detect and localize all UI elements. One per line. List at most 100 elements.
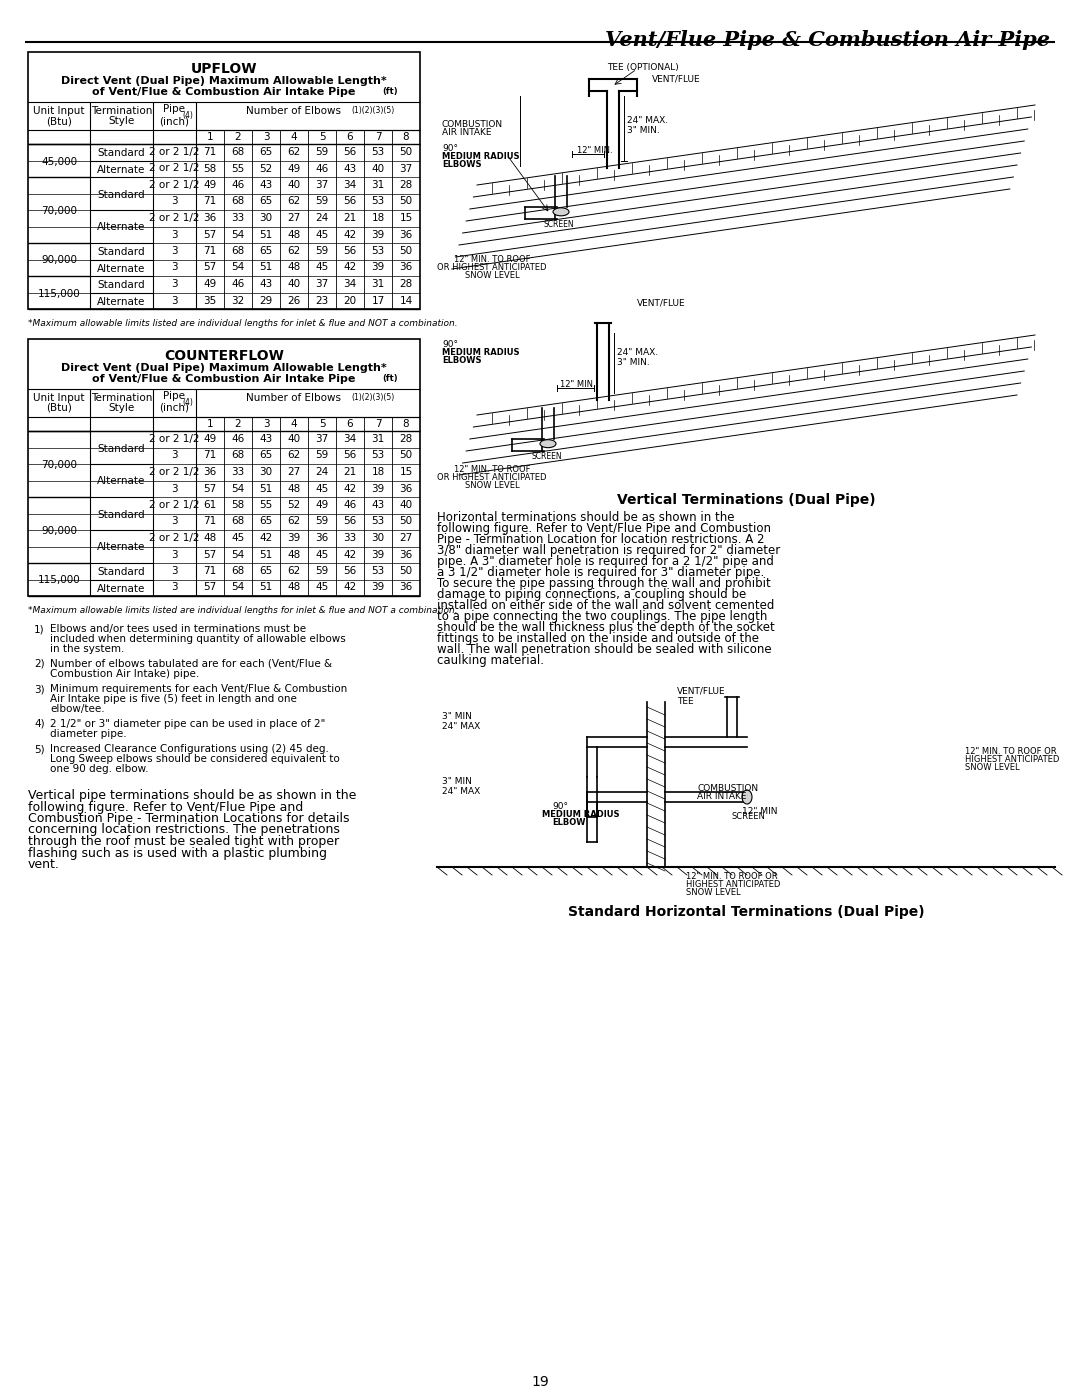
Text: 90°: 90°	[552, 802, 568, 812]
Text: 32: 32	[231, 296, 245, 306]
Text: Standard: Standard	[97, 148, 146, 158]
Text: 68: 68	[231, 197, 245, 207]
Text: 8: 8	[403, 131, 409, 142]
Text: 65: 65	[259, 517, 272, 527]
Text: 59: 59	[315, 517, 328, 527]
Text: 56: 56	[343, 566, 356, 576]
Text: 2 or 2 1/2: 2 or 2 1/2	[149, 163, 200, 173]
Text: 90°: 90°	[442, 144, 458, 154]
Text: OR HIGHEST ANTICIPATED: OR HIGHEST ANTICIPATED	[437, 263, 546, 272]
Text: 53: 53	[372, 197, 384, 207]
Text: 2 or 2 1/2: 2 or 2 1/2	[149, 147, 200, 156]
Text: 2 or 2 1/2: 2 or 2 1/2	[149, 180, 200, 190]
Text: 18: 18	[372, 212, 384, 224]
Text: 12" MIN. TO ROOF OR: 12" MIN. TO ROOF OR	[686, 872, 778, 882]
Text: 65: 65	[259, 450, 272, 461]
Text: 1): 1)	[33, 624, 44, 634]
Text: 53: 53	[372, 566, 384, 576]
Text: 12" MIN: 12" MIN	[742, 807, 778, 816]
Text: 90°: 90°	[442, 339, 458, 349]
Text: 36: 36	[400, 263, 413, 272]
Text: diameter pipe.: diameter pipe.	[50, 729, 126, 739]
Text: 50: 50	[400, 450, 413, 461]
Text: 54: 54	[231, 549, 245, 560]
Text: included when determining quantity of allowable elbows: included when determining quantity of al…	[50, 634, 346, 644]
Text: Unit Input: Unit Input	[33, 393, 84, 402]
Text: 29: 29	[259, 296, 272, 306]
Text: installed on either side of the wall and solvent cemented: installed on either side of the wall and…	[437, 599, 774, 612]
Text: MEDIUM RADIUS: MEDIUM RADIUS	[542, 810, 620, 819]
Text: MEDIUM RADIUS: MEDIUM RADIUS	[442, 152, 519, 161]
Text: 59: 59	[315, 566, 328, 576]
Text: 51: 51	[259, 229, 272, 239]
Text: ELBOW: ELBOW	[552, 819, 585, 827]
Text: 43: 43	[259, 434, 272, 444]
Text: COMBUSTION: COMBUSTION	[697, 784, 758, 793]
Text: 42: 42	[343, 583, 356, 592]
Text: Standard: Standard	[97, 443, 146, 454]
Text: 40: 40	[287, 279, 300, 289]
Text: (inch): (inch)	[160, 402, 189, 414]
Text: 17: 17	[372, 296, 384, 306]
Text: a 3 1/2" diameter hole is required for 3" diameter pipe.: a 3 1/2" diameter hole is required for 3…	[437, 566, 765, 578]
Text: (Btu): (Btu)	[46, 116, 72, 126]
Text: 3" MIN: 3" MIN	[442, 712, 472, 721]
Text: 46: 46	[315, 163, 328, 173]
Text: Style: Style	[108, 116, 135, 126]
Text: elbow/tee.: elbow/tee.	[50, 704, 105, 714]
Text: OR HIGHEST ANTICIPATED: OR HIGHEST ANTICIPATED	[437, 474, 546, 482]
Text: HIGHEST ANTICIPATED: HIGHEST ANTICIPATED	[966, 754, 1059, 764]
Text: 68: 68	[231, 246, 245, 256]
Text: 12" MIN.: 12" MIN.	[561, 380, 596, 388]
Text: Alternate: Alternate	[97, 264, 146, 274]
Text: 57: 57	[203, 583, 217, 592]
Text: 42: 42	[343, 263, 356, 272]
Text: pipe. A 3" diameter hole is required for a 2 1/2" pipe and: pipe. A 3" diameter hole is required for…	[437, 555, 774, 569]
Text: 43: 43	[343, 163, 356, 173]
Text: 26: 26	[287, 296, 300, 306]
Text: 48: 48	[287, 263, 300, 272]
Text: 36: 36	[203, 212, 217, 224]
Text: HIGHEST ANTICIPATED: HIGHEST ANTICIPATED	[686, 880, 781, 888]
Text: Number of Elbows: Number of Elbows	[245, 106, 340, 116]
Text: Standard: Standard	[97, 190, 146, 200]
Text: 42: 42	[343, 229, 356, 239]
Text: 2 or 2 1/2: 2 or 2 1/2	[149, 534, 200, 543]
Text: 15: 15	[400, 467, 413, 476]
Text: 3: 3	[172, 279, 178, 289]
Text: 45,000: 45,000	[41, 156, 77, 166]
Text: 4): 4)	[33, 719, 44, 729]
Text: 30: 30	[372, 534, 384, 543]
Text: Style: Style	[108, 402, 135, 414]
Text: 39: 39	[372, 549, 384, 560]
Text: 68: 68	[231, 517, 245, 527]
Text: 115,000: 115,000	[38, 289, 80, 299]
Text: vent.: vent.	[28, 858, 59, 870]
Text: SNOW LEVEL: SNOW LEVEL	[464, 271, 519, 279]
Text: 54: 54	[231, 263, 245, 272]
Text: 24" MAX.: 24" MAX.	[617, 348, 658, 356]
Text: Standard: Standard	[97, 567, 146, 577]
Text: 55: 55	[231, 163, 245, 173]
Text: 71: 71	[203, 517, 217, 527]
Text: 50: 50	[400, 517, 413, 527]
Text: 24: 24	[315, 467, 328, 476]
Text: 12" MIN. TO ROOF OR: 12" MIN. TO ROOF OR	[966, 747, 1056, 756]
Text: Alternate: Alternate	[97, 584, 146, 594]
Text: 21: 21	[343, 467, 356, 476]
Text: 68: 68	[231, 450, 245, 461]
Text: TEE (OPTIONAL): TEE (OPTIONAL)	[607, 63, 678, 73]
Text: 2): 2)	[33, 659, 44, 669]
Text: *Maximum allowable limits listed are individual lengths for inlet & flue and NOT: *Maximum allowable limits listed are ind…	[28, 606, 458, 615]
Text: Combustion Air Intake) pipe.: Combustion Air Intake) pipe.	[50, 669, 199, 679]
Text: 65: 65	[259, 566, 272, 576]
Text: 42: 42	[343, 483, 356, 493]
Text: COMBUSTION: COMBUSTION	[442, 120, 503, 129]
Text: 27: 27	[287, 467, 300, 476]
Text: Alternate: Alternate	[97, 165, 146, 175]
Text: 37: 37	[315, 180, 328, 190]
Text: 31: 31	[372, 180, 384, 190]
Text: 90,000: 90,000	[41, 256, 77, 265]
Text: Termination: Termination	[91, 393, 152, 402]
Text: 34: 34	[343, 279, 356, 289]
